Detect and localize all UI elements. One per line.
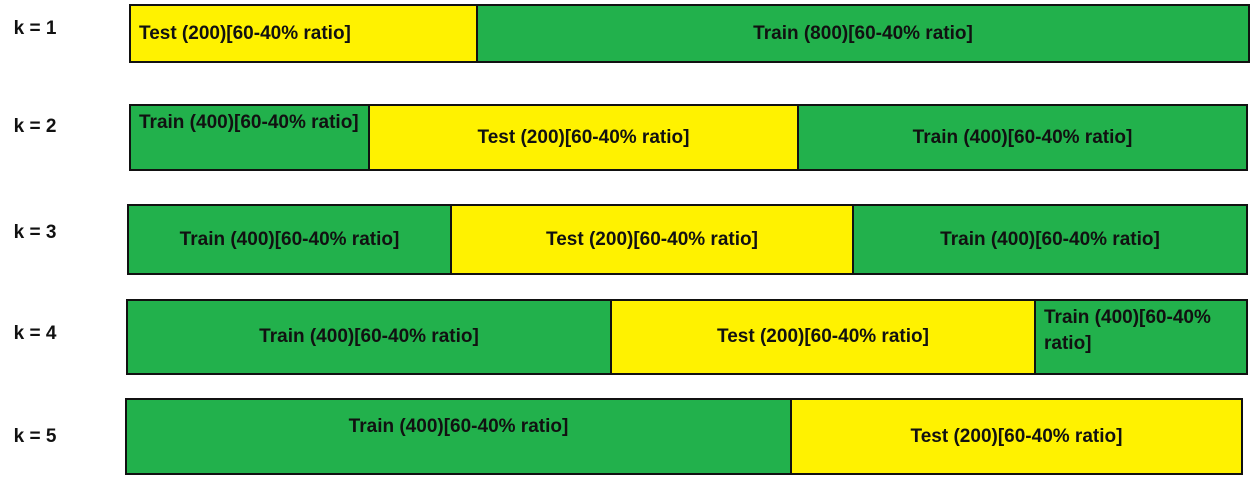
train-segment: Train (800)[60-40% ratio] — [476, 6, 1248, 61]
fold-bar: Train (400)[60-40% ratio] Test (200)[60-… — [127, 204, 1248, 275]
train-segment: Train (400)[60-40% ratio] — [127, 400, 790, 473]
test-segment: Test (200)[60-40% ratio] — [610, 301, 1034, 373]
fold-bar: Train (400)[60-40% ratio] Test (200)[60-… — [129, 104, 1248, 171]
test-segment: Test (200)[60-40% ratio] — [131, 6, 476, 61]
train-segment: Train (400)[60-40% ratio] — [1034, 301, 1246, 373]
train-segment: Train (400)[60-40% ratio] — [797, 106, 1246, 169]
fold-bar: Train (400)[60-40% ratio] Test (200)[60-… — [126, 299, 1248, 375]
fold-label: k = 1 — [13, 18, 57, 39]
train-segment: Train (400)[60-40% ratio] — [852, 206, 1246, 273]
fold-label: k = 3 — [13, 222, 57, 243]
fold-label: k = 4 — [13, 323, 57, 344]
train-segment: Train (400)[60-40% ratio] — [129, 206, 450, 273]
test-segment: Test (200)[60-40% ratio] — [368, 106, 797, 169]
fold-bar: Test (200)[60-40% ratio] Train (800)[60-… — [129, 4, 1250, 63]
test-segment: Test (200)[60-40% ratio] — [790, 400, 1241, 473]
fold-label: k = 5 — [13, 426, 57, 447]
fold-bar: Train (400)[60-40% ratio] Test (200)[60-… — [125, 398, 1243, 475]
train-segment: Train (400)[60-40% ratio] — [131, 106, 368, 169]
train-segment: Train (400)[60-40% ratio] — [128, 301, 610, 373]
test-segment: Test (200)[60-40% ratio] — [450, 206, 852, 273]
fold-label: k = 2 — [13, 116, 57, 137]
